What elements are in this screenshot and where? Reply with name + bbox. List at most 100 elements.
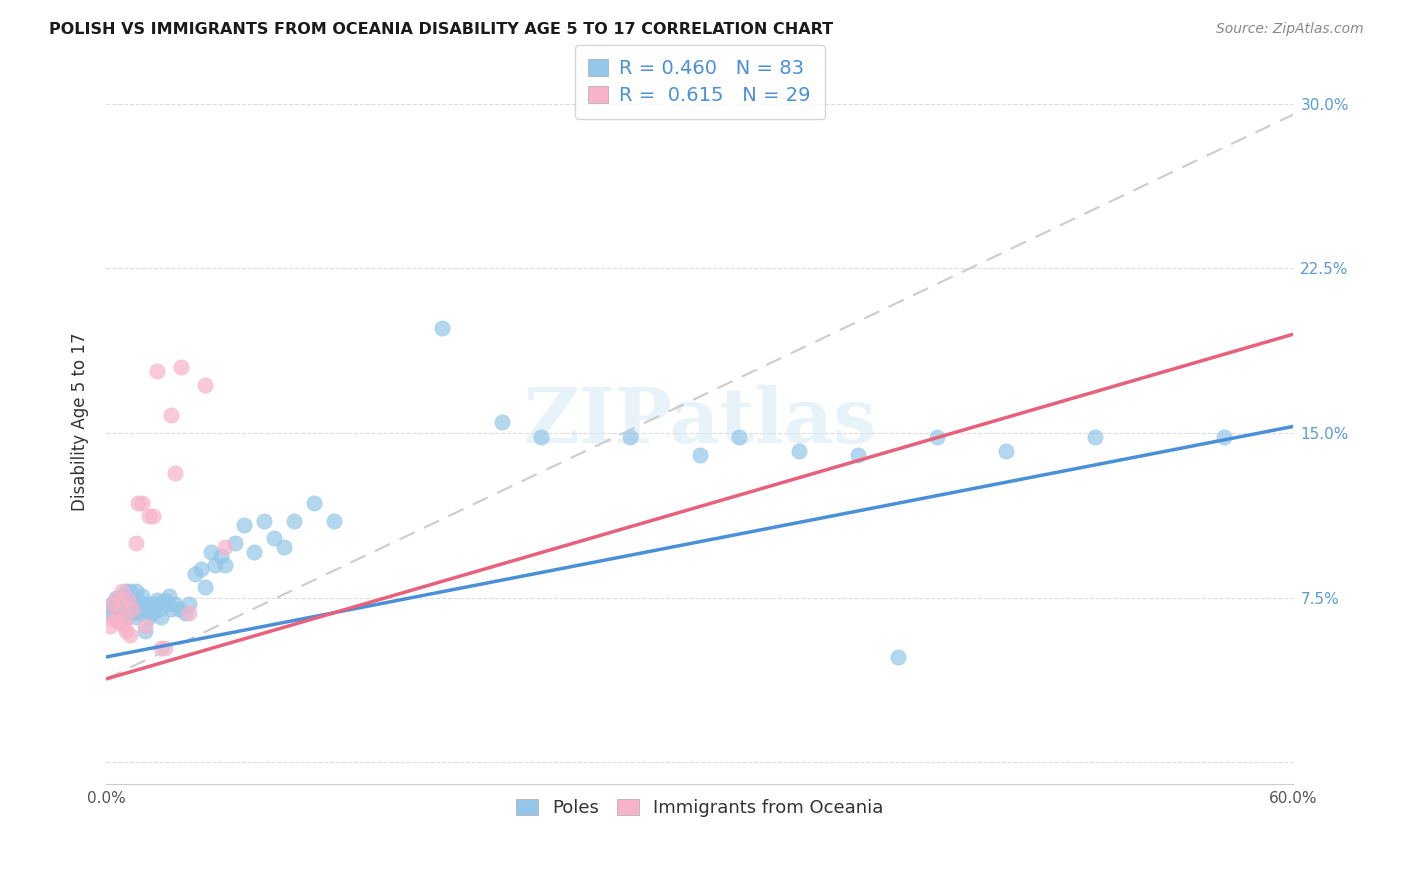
Point: [165, 597, 187, 611]
Point: [322, 514, 344, 528]
Point: [111, 593, 134, 607]
Point: [728, 430, 751, 444]
Point: [112, 619, 135, 633]
Point: [131, 589, 153, 603]
Point: [103, 613, 125, 627]
Point: [141, 601, 163, 615]
Text: Source: ZipAtlas.com: Source: ZipAtlas.com: [1216, 22, 1364, 37]
Point: [132, 606, 155, 620]
Point: [170, 360, 193, 375]
Point: [124, 610, 146, 624]
Point: [108, 593, 131, 607]
Point: [114, 601, 136, 615]
Point: [121, 597, 143, 611]
Point: [131, 597, 153, 611]
Point: [1213, 430, 1236, 444]
Point: [995, 443, 1018, 458]
Point: [214, 558, 236, 572]
Point: [530, 430, 553, 444]
Point: [118, 584, 141, 599]
Point: [1084, 430, 1107, 444]
Point: [131, 496, 153, 510]
Text: POLISH VS IMMIGRANTS FROM OCEANIA DISABILITY AGE 5 TO 17 CORRELATION CHART: POLISH VS IMMIGRANTS FROM OCEANIA DISABI…: [49, 22, 834, 37]
Point: [111, 597, 134, 611]
Point: [273, 540, 295, 554]
Point: [165, 466, 187, 480]
Point: [101, 597, 124, 611]
Point: [156, 597, 179, 611]
Point: [117, 606, 139, 620]
Point: [150, 610, 173, 624]
Point: [927, 430, 949, 444]
Point: [194, 377, 217, 392]
Point: [283, 514, 305, 528]
Point: [204, 558, 226, 572]
Point: [846, 448, 869, 462]
Point: [177, 606, 200, 620]
Point: [146, 364, 169, 378]
Point: [134, 619, 156, 633]
Point: [128, 606, 150, 620]
Point: [124, 584, 146, 599]
Y-axis label: Disability Age 5 to 17: Disability Age 5 to 17: [72, 333, 89, 511]
Point: [114, 624, 136, 638]
Point: [104, 591, 127, 605]
Legend: Poles, Immigrants from Oceania: Poles, Immigrants from Oceania: [506, 789, 893, 826]
Point: [142, 509, 165, 524]
Point: [118, 601, 141, 615]
Point: [117, 593, 139, 607]
Point: [98, 619, 121, 633]
Point: [194, 580, 217, 594]
Point: [146, 593, 169, 607]
Point: [127, 593, 149, 607]
Point: [886, 650, 908, 665]
Point: [98, 606, 121, 620]
Point: [134, 624, 156, 638]
Point: [107, 593, 129, 607]
Point: [148, 601, 170, 615]
Point: [108, 601, 131, 615]
Point: [112, 601, 135, 615]
Point: [155, 641, 177, 656]
Point: [184, 566, 207, 581]
Point: [263, 532, 285, 546]
Point: [111, 584, 134, 599]
Point: [101, 597, 124, 611]
Point: [118, 628, 141, 642]
Point: [114, 610, 136, 624]
Text: ZIPatlas: ZIPatlas: [523, 385, 876, 459]
Point: [224, 536, 246, 550]
Point: [142, 606, 165, 620]
Point: [112, 589, 135, 603]
Point: [619, 430, 641, 444]
Point: [108, 615, 131, 629]
Point: [114, 610, 136, 624]
Point: [138, 509, 160, 524]
Point: [114, 584, 136, 599]
Point: [104, 610, 127, 624]
Point: [302, 496, 325, 510]
Point: [124, 536, 146, 550]
Point: [167, 601, 190, 615]
Point: [127, 496, 149, 510]
Point: [150, 641, 173, 656]
Point: [121, 601, 143, 615]
Point: [190, 562, 212, 576]
Point: [214, 540, 236, 554]
Point: [209, 549, 232, 563]
Point: [145, 597, 167, 611]
Point: [157, 589, 180, 603]
Point: [104, 597, 127, 611]
Point: [114, 593, 136, 607]
Point: [177, 597, 200, 611]
Point: [200, 544, 222, 558]
Point: [103, 606, 125, 620]
Point: [138, 610, 160, 624]
Point: [118, 597, 141, 611]
Point: [127, 601, 149, 615]
Point: [174, 606, 197, 620]
Point: [117, 597, 139, 611]
Point: [107, 606, 129, 620]
Point: [253, 514, 276, 528]
Point: [160, 601, 183, 615]
